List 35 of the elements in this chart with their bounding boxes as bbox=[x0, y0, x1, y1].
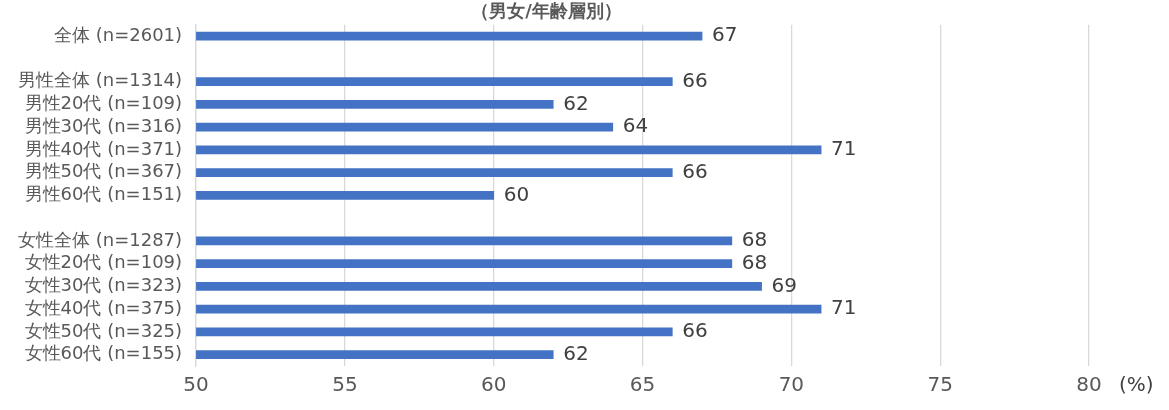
y-tick-label: 女性50代 (n=325) bbox=[24, 319, 183, 341]
y-tick-label: 男性全体 (n=1314) bbox=[17, 69, 183, 91]
data-label: 68 bbox=[741, 227, 768, 252]
data-label: 60 bbox=[503, 181, 530, 206]
data-label: 66 bbox=[682, 318, 708, 343]
x-tick-label: 55 bbox=[332, 372, 358, 397]
data-label: 66 bbox=[682, 67, 708, 92]
chart-title: （男女/年齢層別） bbox=[471, 0, 622, 21]
data-label: 67 bbox=[712, 22, 738, 47]
y-tick-label: 男性30代 (n=316) bbox=[24, 114, 183, 136]
y-tick-label: 男性20代 (n=109) bbox=[24, 92, 183, 114]
y-tick-label: 女性40代 (n=375) bbox=[24, 296, 183, 318]
x-tick-label: 50 bbox=[183, 372, 209, 397]
y-tick-label: 女性20代 (n=109) bbox=[24, 251, 183, 273]
x-tick-label: 75 bbox=[927, 372, 953, 397]
data-label: 68 bbox=[741, 249, 768, 274]
data-label: 71 bbox=[831, 295, 857, 320]
y-tick-label: 女性全体 (n=1287) bbox=[17, 228, 183, 250]
x-axis-title: (%) bbox=[1119, 372, 1154, 397]
y-tick-label: 男性50代 (n=367) bbox=[24, 160, 183, 182]
y-tick-label: 女性60代 (n=155) bbox=[24, 342, 183, 364]
y-tick-label: 男性40代 (n=371) bbox=[24, 137, 183, 159]
x-tick-label: 70 bbox=[778, 372, 805, 397]
y-tick-label: 女性30代 (n=323) bbox=[24, 274, 183, 296]
y-tick-label: 全体 (n=2601) bbox=[53, 23, 183, 45]
x-tick-label: 80 bbox=[1076, 372, 1102, 397]
data-label: 71 bbox=[831, 136, 857, 161]
data-label: 69 bbox=[771, 272, 798, 297]
x-tick-label: 60 bbox=[480, 372, 507, 397]
data-label: 66 bbox=[682, 158, 708, 183]
y-tick-label: 男性60代 (n=151) bbox=[24, 183, 183, 205]
data-label: 62 bbox=[563, 90, 589, 115]
data-label: 64 bbox=[622, 113, 649, 138]
data-label: 62 bbox=[563, 340, 589, 365]
x-tick-label: 65 bbox=[629, 372, 656, 397]
